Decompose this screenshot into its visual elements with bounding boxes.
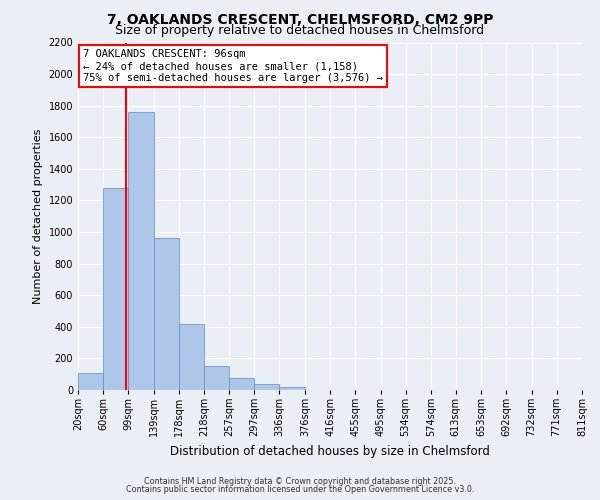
Y-axis label: Number of detached properties: Number of detached properties xyxy=(33,128,43,304)
Text: 7, OAKLANDS CRESCENT, CHELMSFORD, CM2 9PP: 7, OAKLANDS CRESCENT, CHELMSFORD, CM2 9P… xyxy=(107,12,493,26)
Bar xyxy=(254,384,280,390)
Bar xyxy=(204,366,229,390)
Text: Contains public sector information licensed under the Open Government Licence v3: Contains public sector information licen… xyxy=(126,485,474,494)
Bar xyxy=(103,188,128,390)
Bar xyxy=(280,387,305,390)
Bar xyxy=(78,372,103,390)
X-axis label: Distribution of detached houses by size in Chelmsford: Distribution of detached houses by size … xyxy=(170,445,490,458)
Text: Size of property relative to detached houses in Chelmsford: Size of property relative to detached ho… xyxy=(115,24,485,37)
Bar xyxy=(128,112,154,390)
Bar xyxy=(229,378,254,390)
Text: Contains HM Land Registry data © Crown copyright and database right 2025.: Contains HM Land Registry data © Crown c… xyxy=(144,477,456,486)
Bar xyxy=(179,324,204,390)
Text: 7 OAKLANDS CRESCENT: 96sqm
← 24% of detached houses are smaller (1,158)
75% of s: 7 OAKLANDS CRESCENT: 96sqm ← 24% of deta… xyxy=(83,50,383,82)
Bar xyxy=(154,238,179,390)
